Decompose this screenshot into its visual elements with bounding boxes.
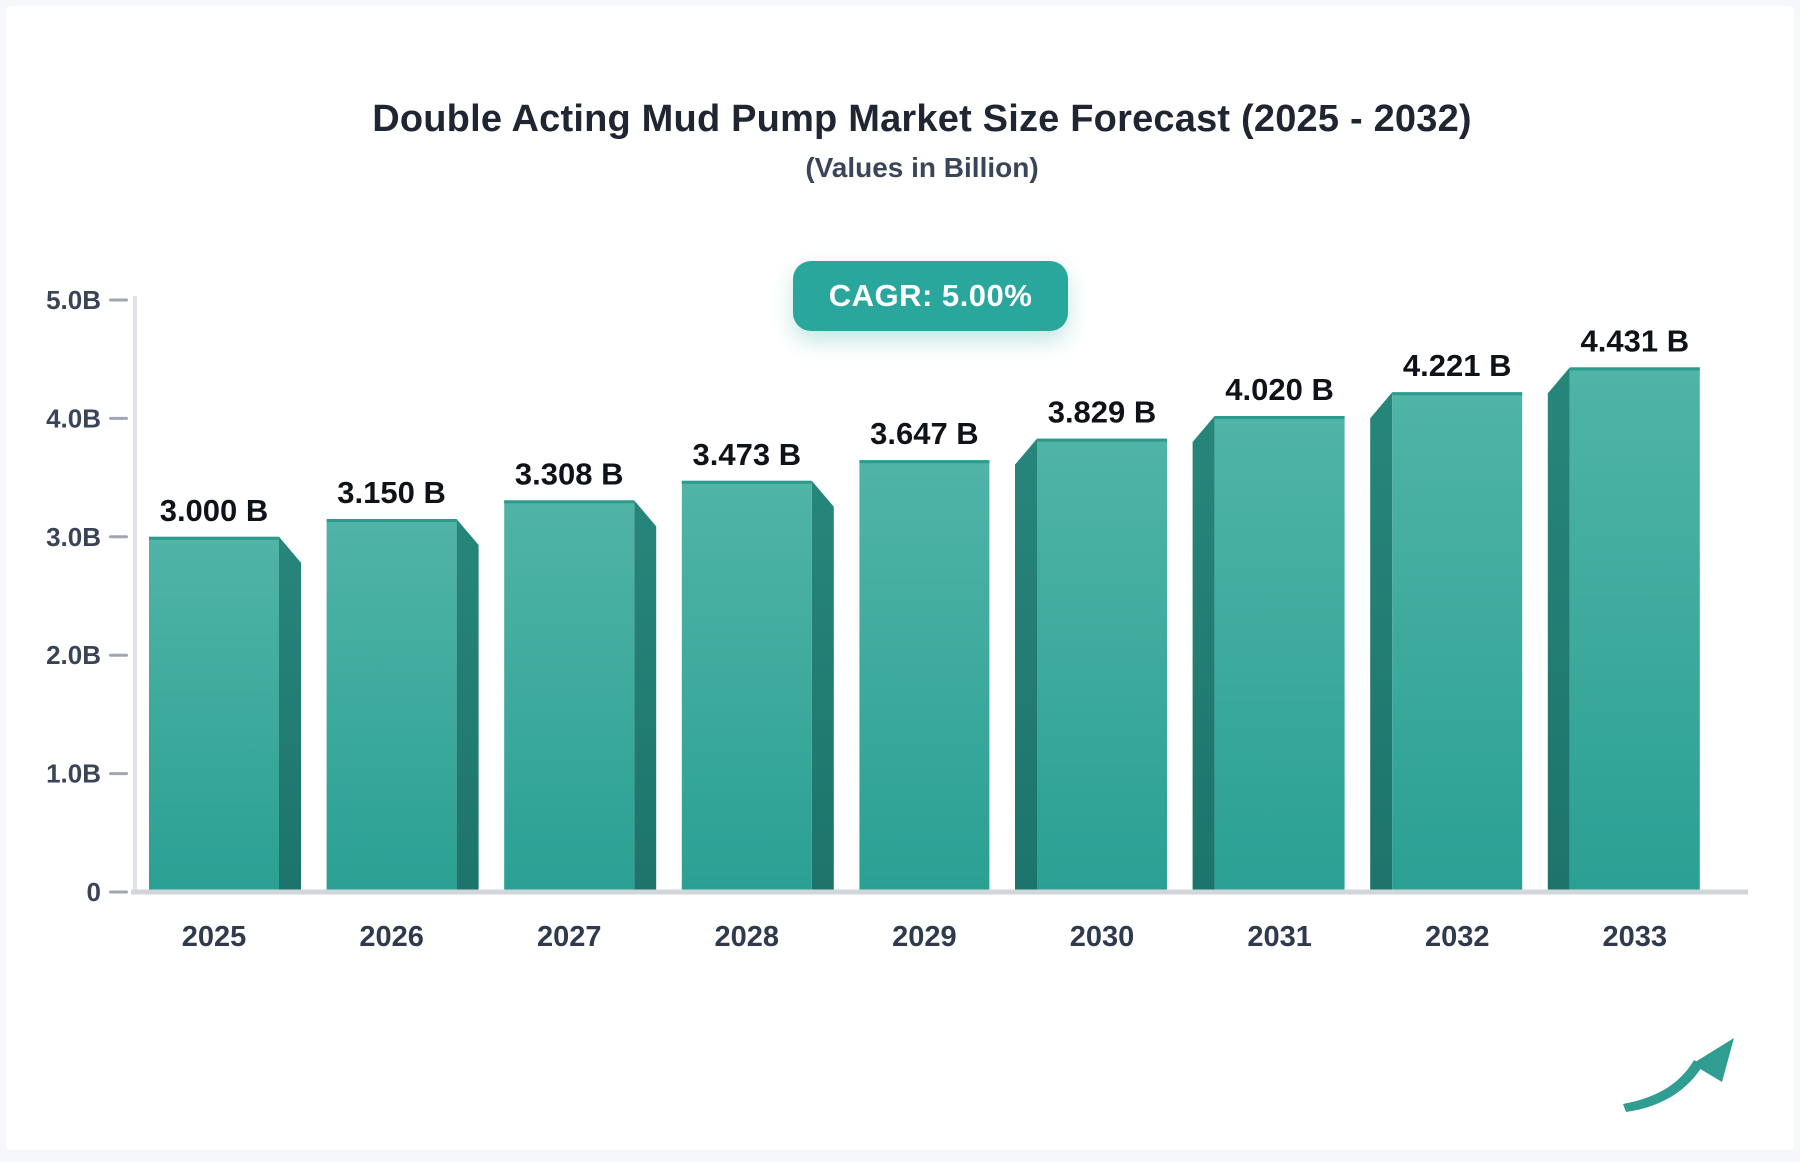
bar-side-2033: [1547, 367, 1570, 892]
bar-side-2027: [634, 500, 657, 892]
bar-2028: [681, 480, 812, 892]
bar-top-edge: [504, 500, 635, 504]
x-axis-label: 2027: [537, 921, 602, 953]
bar-2029: [859, 460, 990, 892]
y-tick-label: 0: [87, 877, 101, 907]
bar-value-label: 3.150 B: [337, 475, 446, 510]
bar-top-edge: [859, 460, 990, 464]
y-tick: [109, 772, 128, 776]
bar-value-label: 3.647 B: [870, 416, 979, 451]
chart-title: Double Acting Mud Pump Market Size Forec…: [372, 98, 1472, 140]
bar-top-edge: [1037, 438, 1167, 442]
y-tick-label: 3.0B: [46, 522, 101, 552]
cagr-badge: CAGR: 5.00%: [793, 261, 1068, 331]
bar-top-edge: [1392, 392, 1523, 396]
y-tick-label: 5.0B: [46, 285, 101, 315]
x-axis-baseline: [131, 889, 1748, 895]
bar-value-label: 3.000 B: [160, 493, 269, 528]
y-tick: [109, 890, 128, 894]
bar-side-2028: [811, 480, 834, 892]
bar-chart: 0 1.0B 2.0B 3.0B 4.0B 5.0B 3.000 B 2025 3.150 B 2…: [46, 285, 1748, 953]
y-tick: [109, 416, 128, 420]
bar-2027: [504, 500, 635, 892]
x-axis-label: 2032: [1425, 921, 1490, 953]
bar-side-2025: [279, 536, 301, 892]
bar-2031: [1214, 416, 1345, 892]
bar-2032: [1392, 392, 1523, 892]
bar-value-label: 4.431 B: [1581, 323, 1690, 358]
chart-subtitle: (Values in Billion): [805, 152, 1039, 183]
amr-logo: [1623, 1038, 1734, 1112]
bar-top-edge: [326, 519, 457, 523]
x-axis-label: 2025: [182, 921, 247, 953]
y-tick-label: 2.0B: [46, 640, 101, 670]
bar-top-edge: [1214, 416, 1345, 420]
y-axis-line: [133, 296, 137, 892]
bar-top-edge: [1569, 367, 1700, 371]
bar-value-label: 3.473 B: [693, 437, 802, 472]
bar-side-2026: [456, 519, 479, 892]
x-axis-label: 2030: [1070, 921, 1135, 953]
bar-2030: [1037, 438, 1167, 892]
bar-value-label: 4.221 B: [1403, 348, 1512, 383]
bar-side-2030: [1015, 438, 1037, 892]
bar-side-2032: [1370, 392, 1393, 892]
y-tick: [109, 535, 128, 539]
y-tick-label: 1.0B: [46, 759, 101, 789]
bar-value-label: 3.308 B: [515, 456, 624, 491]
bar-2025: [149, 536, 279, 892]
y-tick-label: 4.0B: [46, 403, 101, 433]
bar-side-2031: [1192, 416, 1215, 892]
x-axis-label: 2028: [715, 921, 780, 953]
page-card: Double Acting Mud Pump Market Size Forec…: [6, 6, 1794, 1150]
y-tick: [109, 298, 128, 302]
x-axis-label: 2033: [1603, 921, 1668, 953]
bar-top-edge: [681, 480, 812, 484]
y-tick: [109, 653, 128, 657]
x-axis-label: 2029: [892, 921, 957, 953]
x-axis-label: 2026: [359, 921, 424, 953]
bar-value-label: 4.020 B: [1225, 372, 1334, 407]
bar-2026: [326, 519, 457, 892]
growth-arrow-icon: [1623, 1038, 1734, 1112]
bar-top-edge: [149, 536, 279, 540]
bar-2033: [1569, 367, 1700, 892]
x-axis-label: 2031: [1247, 921, 1312, 953]
bar-value-label: 3.829 B: [1048, 395, 1157, 430]
